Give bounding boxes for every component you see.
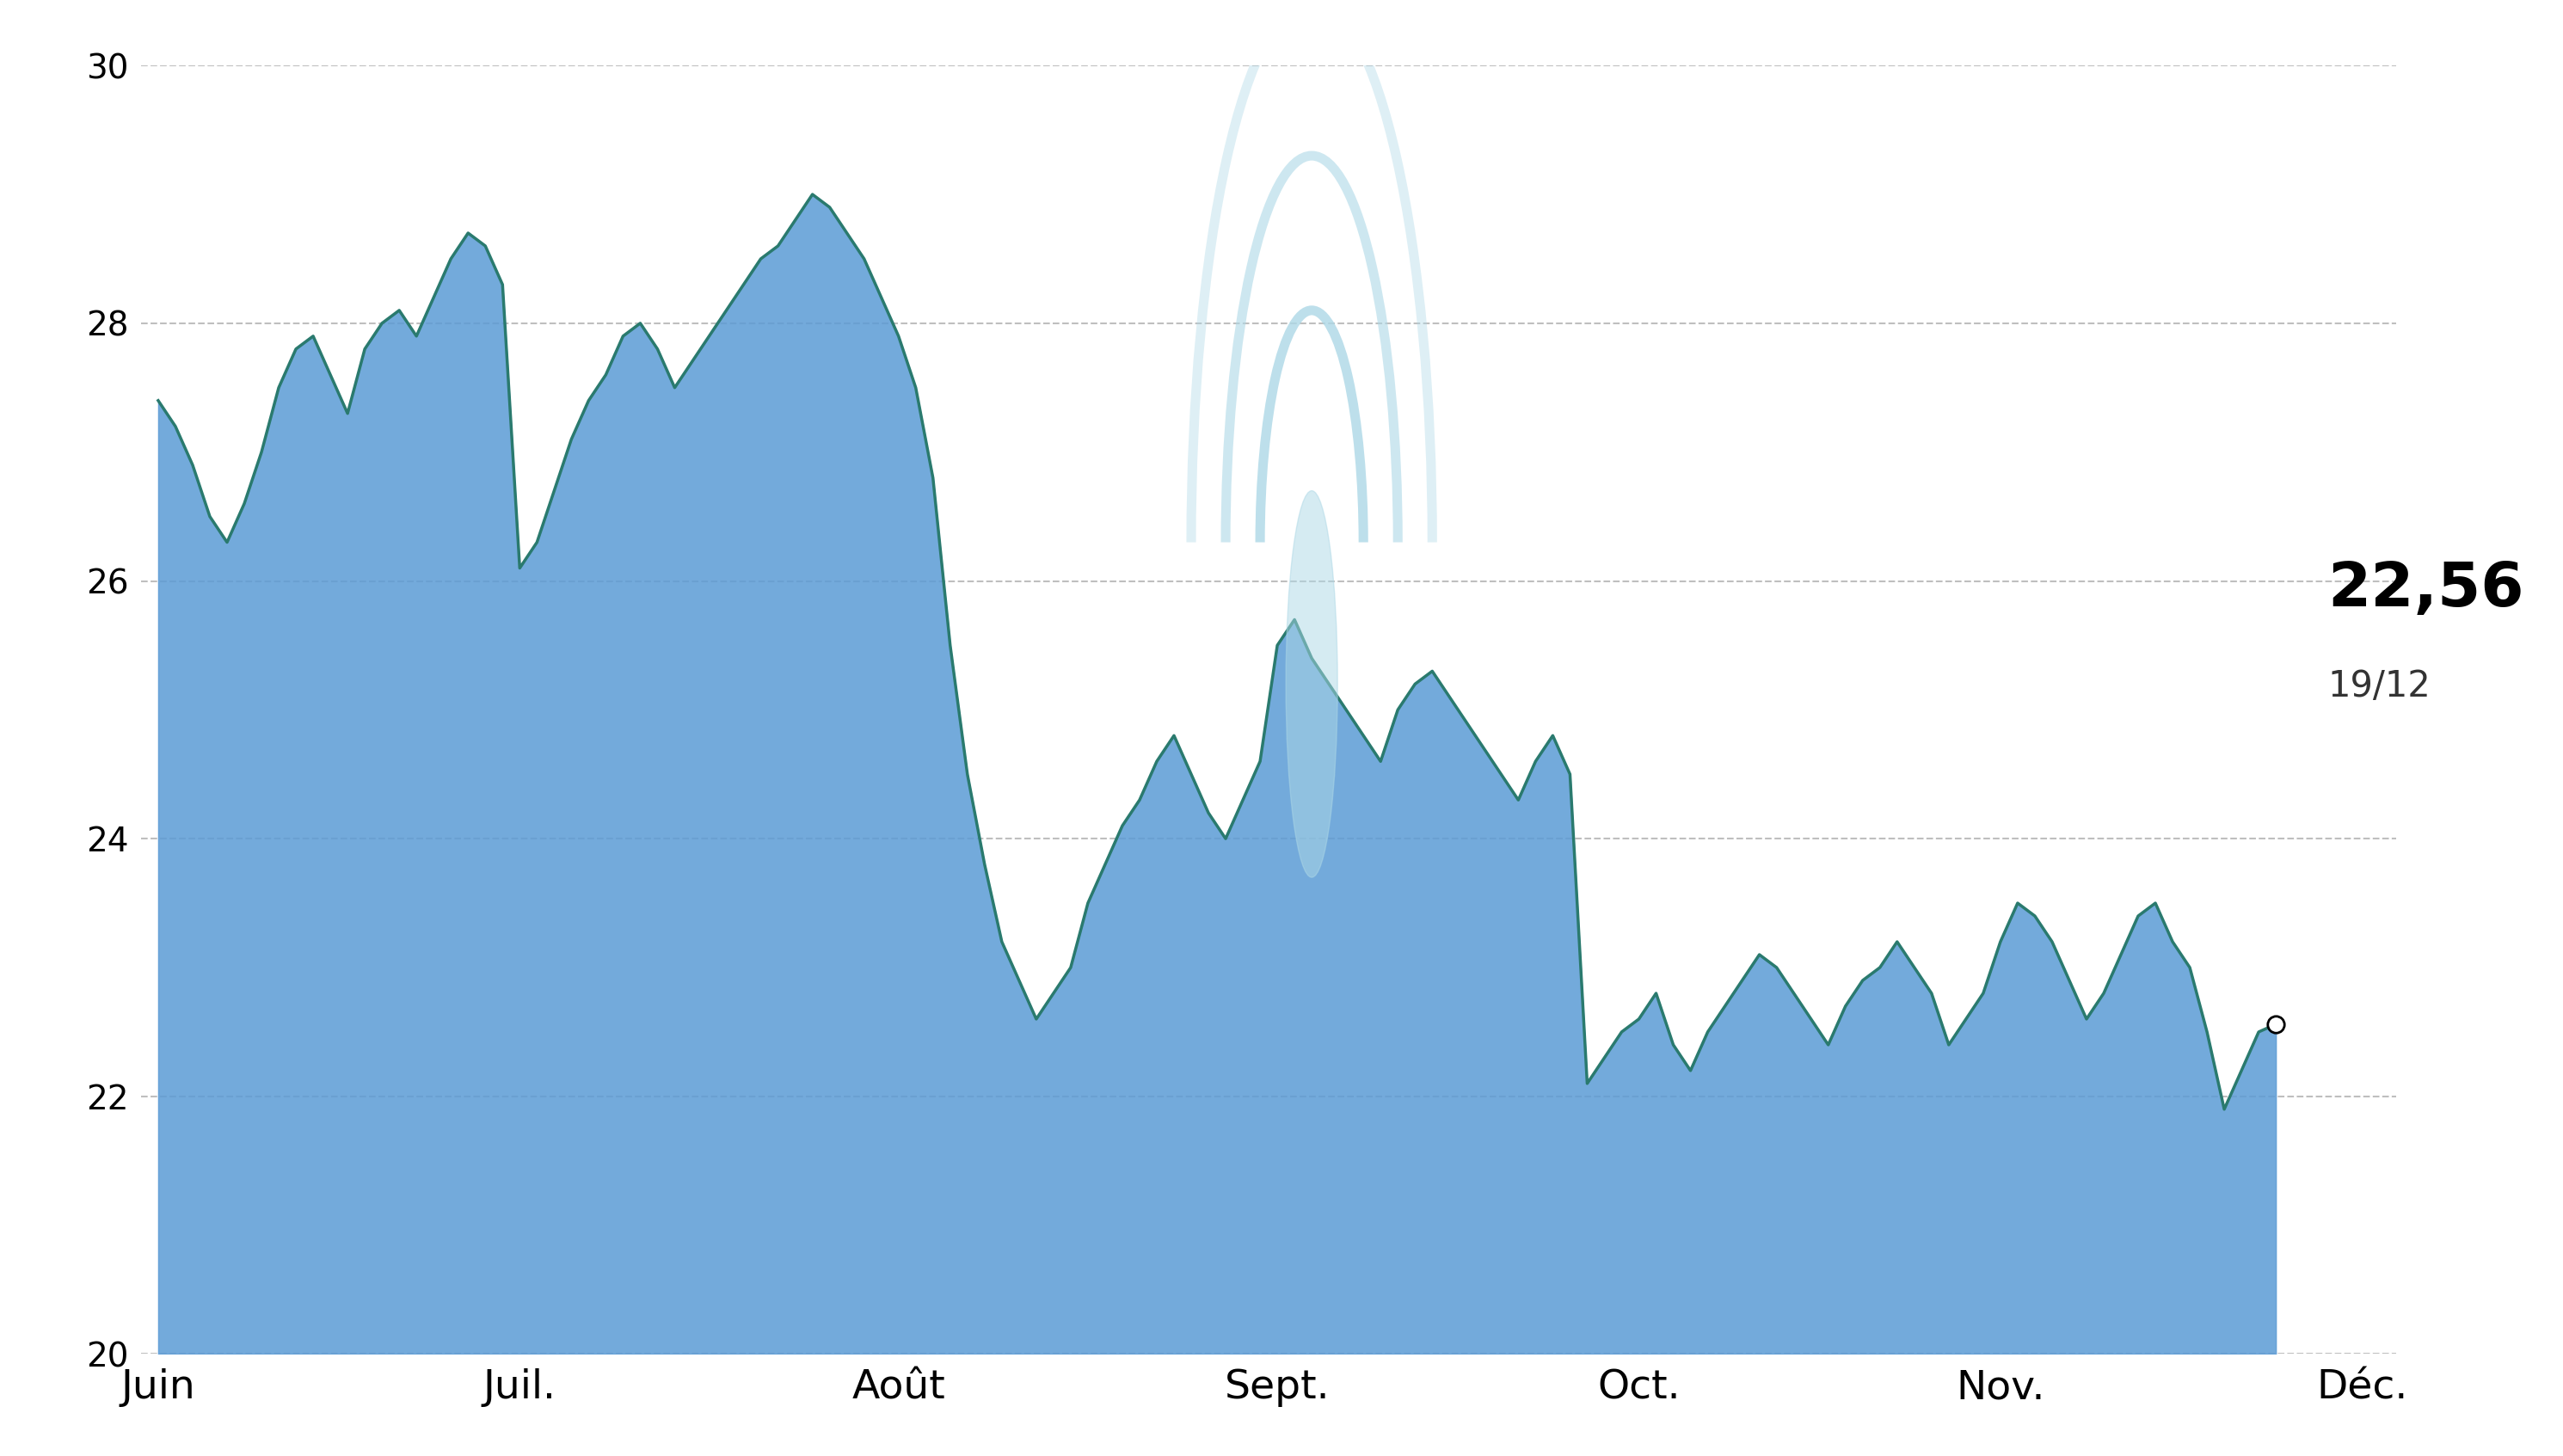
Text: 22,56: 22,56 (2327, 561, 2525, 620)
Circle shape (1287, 491, 1338, 878)
Text: RUBIS: RUBIS (1133, 6, 1430, 89)
Text: 19/12: 19/12 (2327, 668, 2430, 705)
